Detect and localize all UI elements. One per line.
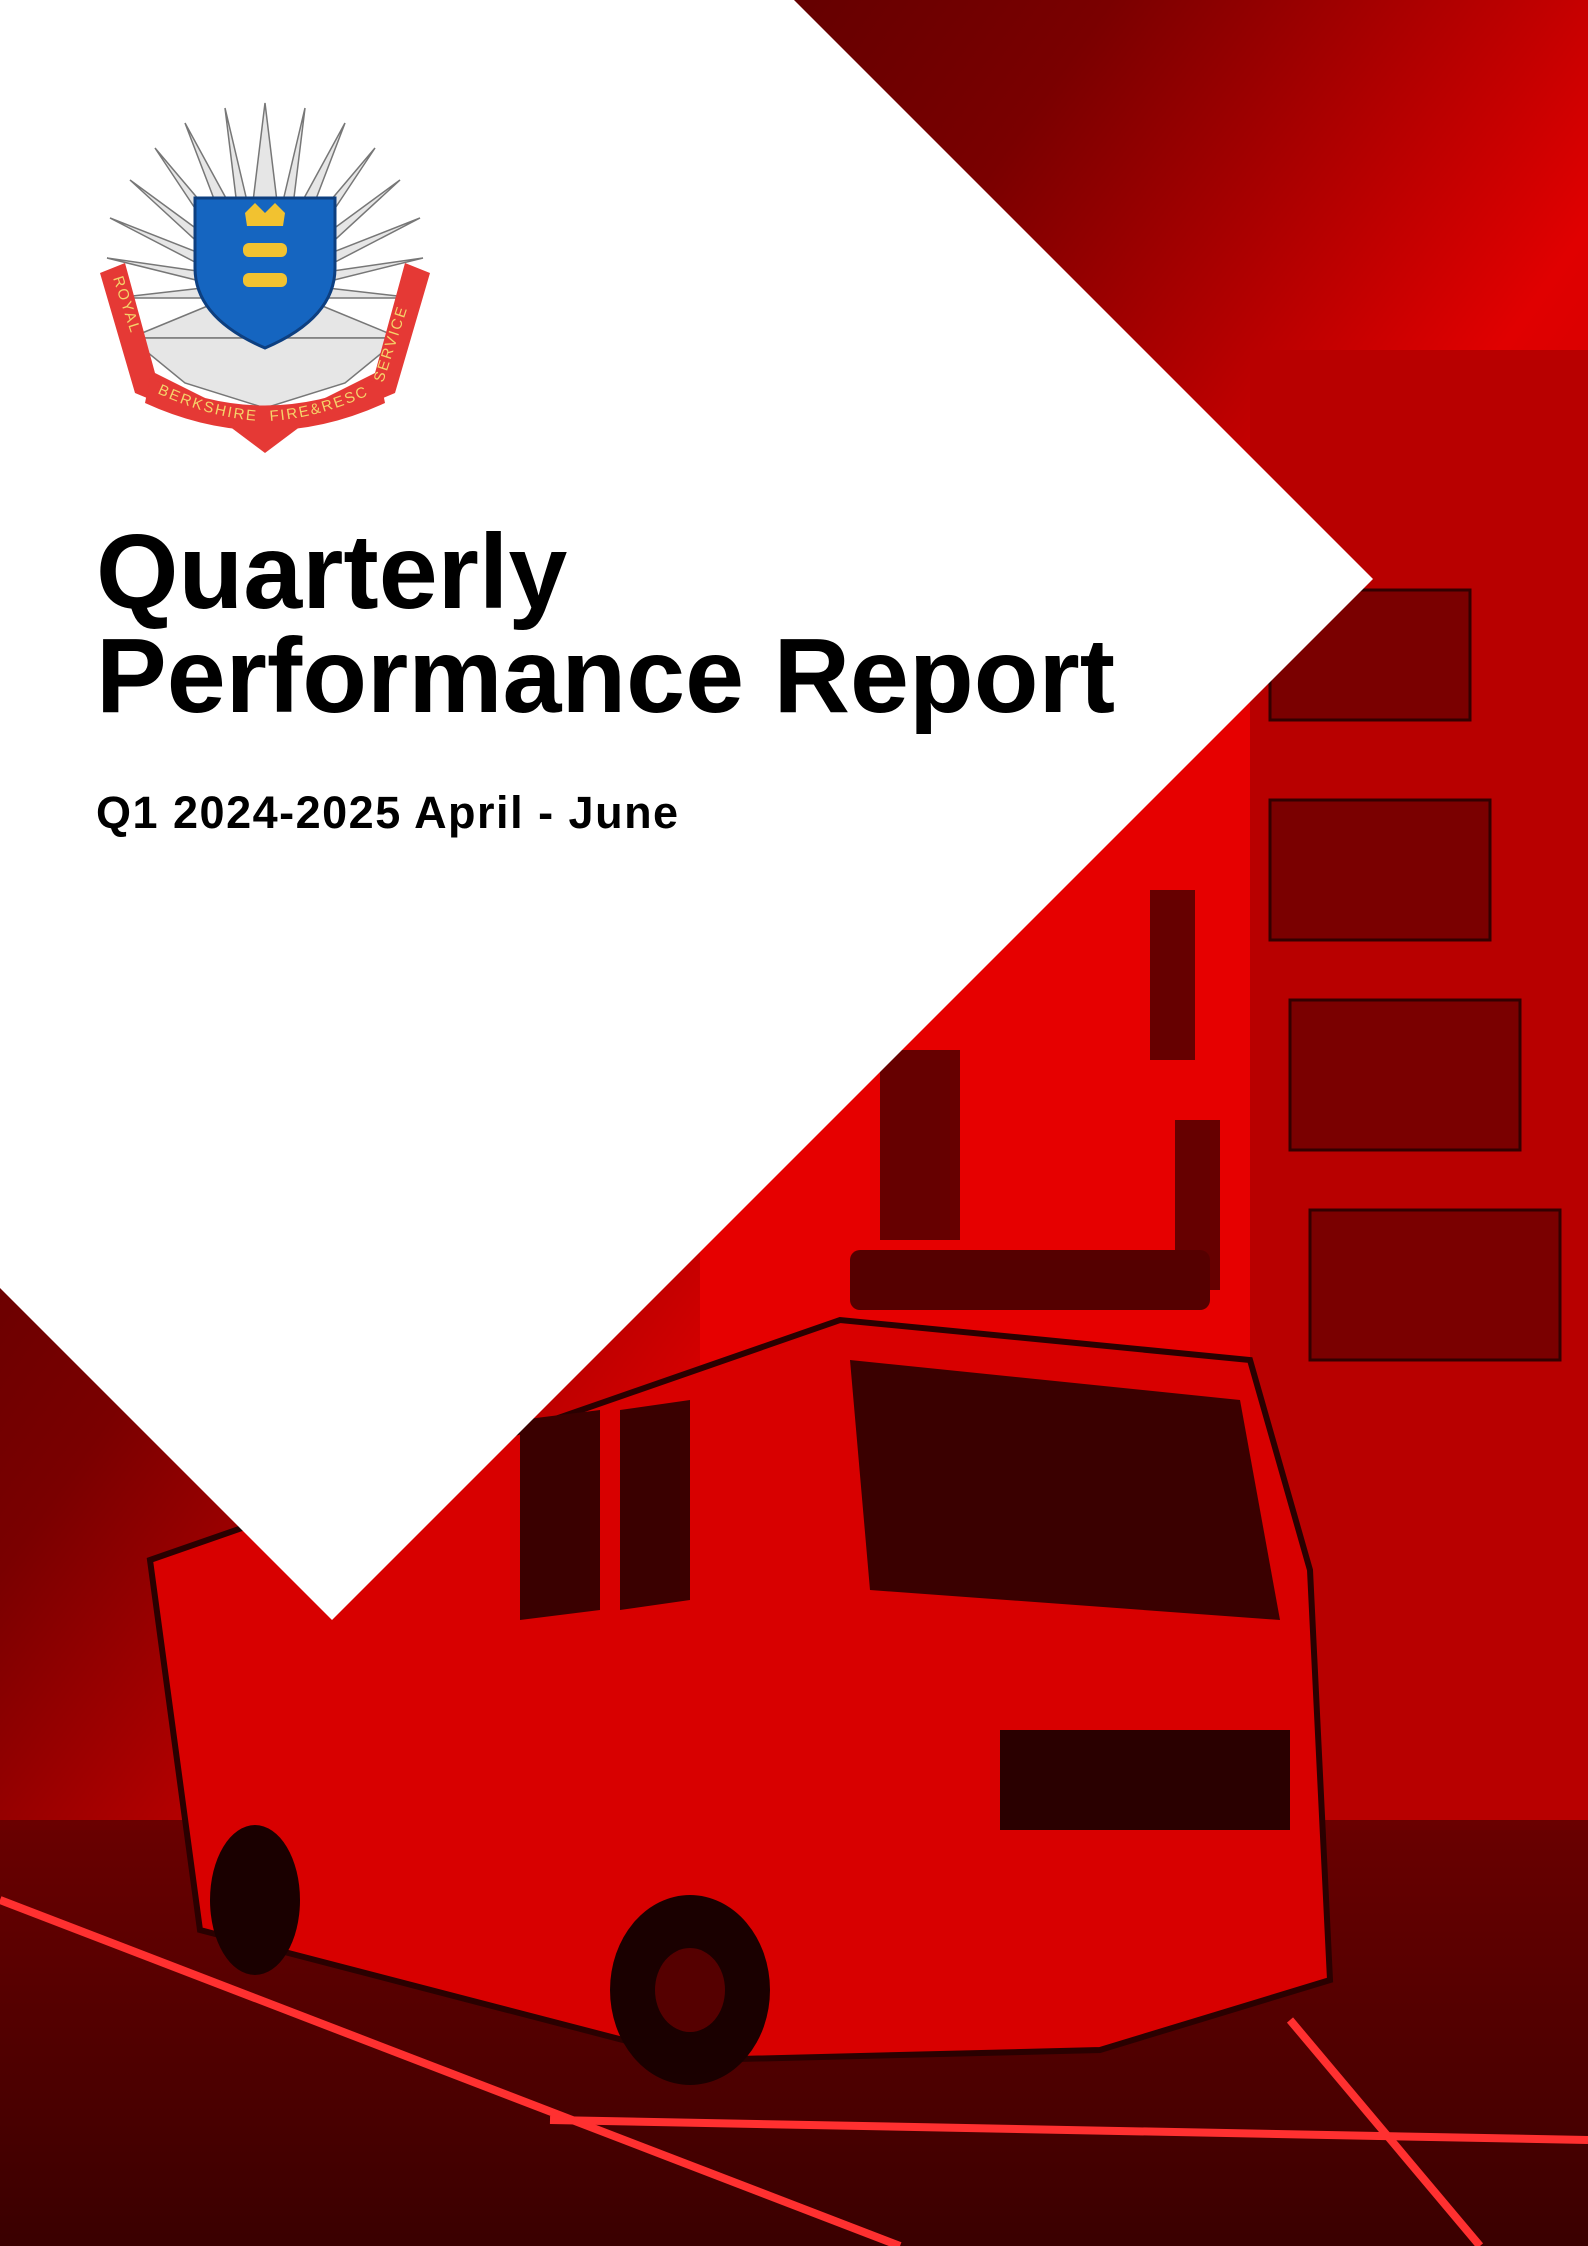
road-markings	[0, 1896, 1588, 2246]
title-line: Quarterly	[96, 513, 567, 631]
title-line: Performance Report	[96, 617, 1115, 735]
subtitle: Q1 2024-2025 April - June	[96, 787, 680, 838]
